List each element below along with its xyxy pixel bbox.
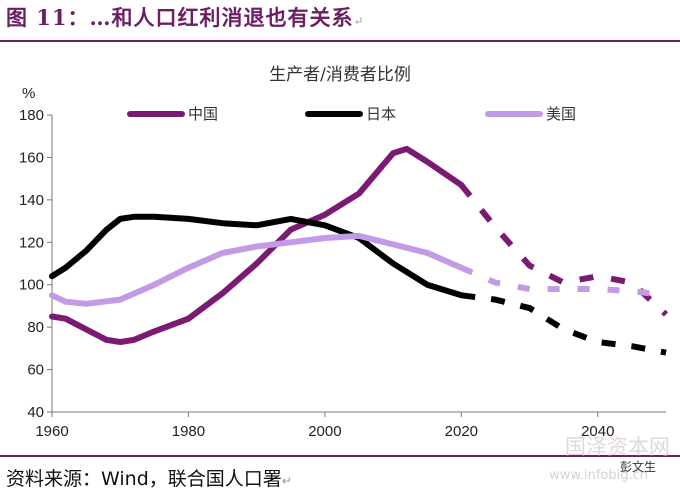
legend-label-3: 美国 — [546, 105, 576, 123]
figure-title-text: 图 11：…和人口红利消退也有关系 — [6, 5, 354, 30]
series-projection-3 — [460, 264, 667, 299]
series-group — [49, 145, 669, 356]
y-axis-unit: % — [22, 85, 35, 102]
source-note: 资料来源：Wind，联合国人口署↵ — [6, 464, 292, 491]
chart-title: 生产者/消费者比例 — [269, 65, 411, 85]
series-line-3 — [49, 232, 465, 307]
wechat-label: 彭文生 — [619, 460, 656, 474]
y-tick-label: 160 — [19, 149, 44, 166]
series-line-2 — [49, 213, 465, 299]
top-rule — [0, 40, 680, 42]
figure-title: 图 11：…和人口红利消退也有关系↵ — [6, 2, 365, 32]
title-return-mark: ↵ — [353, 14, 365, 28]
source-return-mark: ↵ — [281, 474, 292, 488]
x-tick-label: 2040 — [581, 423, 614, 440]
source-text: 资料来源：Wind，联合国人口署 — [6, 468, 282, 490]
x-tick-label: 1980 — [172, 423, 205, 440]
y-tick-label: 40 — [27, 404, 44, 421]
legend: 中国 日本 美国 — [127, 105, 576, 123]
legend-label-2: 日本 — [366, 105, 396, 123]
axes: 40 60 80 100 120 140 160 180 1960 1980 2000 2020 204… — [19, 107, 666, 440]
series-projection-1 — [458, 183, 669, 317]
legend-label-1: 中国 — [188, 105, 218, 123]
watermark-url: www.infobig.cn — [549, 468, 648, 483]
x-tick-label: 1960 — [35, 423, 68, 440]
series-line-1 — [49, 145, 465, 345]
y-tick-label: 100 — [19, 277, 44, 294]
y-tick-label: 80 — [27, 319, 44, 336]
bottom-rule — [0, 455, 680, 457]
y-tick-label: 180 — [19, 107, 44, 124]
watermark-logo: 国泽资本网 — [565, 435, 670, 459]
y-tick-label: 120 — [19, 234, 44, 251]
series-projection-2 — [460, 292, 667, 356]
x-tick-label: 2020 — [445, 423, 478, 440]
x-tick-label: 2000 — [308, 423, 341, 440]
y-tick-label: 140 — [19, 192, 44, 209]
y-tick-label: 60 — [27, 362, 44, 379]
